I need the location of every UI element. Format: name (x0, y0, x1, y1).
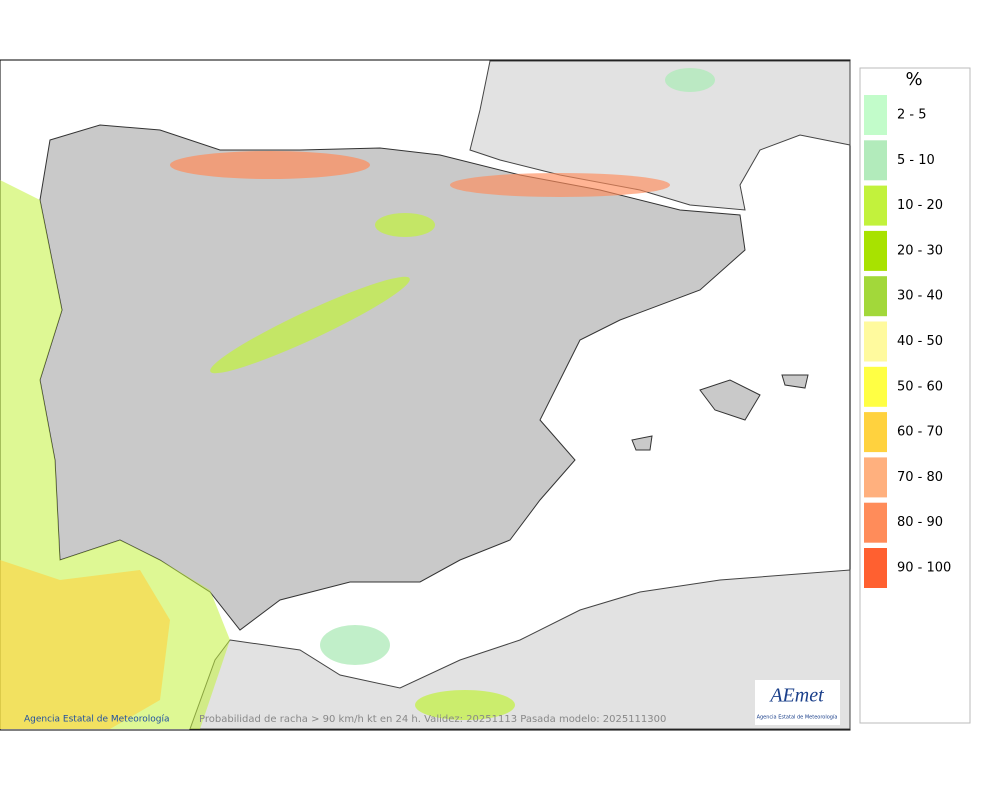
prob-africa (415, 690, 515, 720)
prob-southwest (0, 560, 170, 729)
ibiza (631, 435, 653, 451)
prob-iberico (375, 213, 435, 237)
legend-swatch (864, 366, 887, 407)
legend-label: 2 - 5 (897, 108, 927, 123)
mallorca (699, 379, 761, 421)
legend-label: 30 - 40 (897, 289, 943, 304)
prob-cantabria (170, 151, 370, 179)
logo-box (755, 680, 840, 725)
legend-swatch (864, 140, 887, 181)
map-credit: Agencia Estatal de Meteorología (24, 715, 170, 725)
map: Agencia Estatal de Meteorología Probabil… (0, 59, 851, 731)
legend-swatch (864, 276, 887, 317)
legend-label: 20 - 30 (897, 243, 943, 258)
legend-swatch (864, 230, 887, 271)
legend-swatch (864, 548, 887, 588)
legend-label: 50 - 60 (897, 379, 943, 394)
legend-swatch (864, 502, 887, 543)
legend-label: 5 - 10 (897, 153, 935, 168)
legend-label: 70 - 80 (897, 470, 943, 485)
map-caption: Probabilidad de racha > 90 km/h kt en 24… (199, 714, 666, 725)
legend-swatch (864, 185, 887, 226)
legend: % 2 - 5 5 - 10 10 - 20 20 - 30 30 - 40 40 - 5… (859, 67, 971, 724)
menorca (781, 374, 809, 389)
logo: AEmet Agencia Estatal de Meteorología (755, 680, 840, 725)
legend-swatch (864, 95, 887, 135)
legend-label: 90 - 100 (897, 561, 951, 576)
legend-label: 40 - 50 (897, 334, 943, 349)
legend-title: % (905, 69, 922, 90)
prob-central (210, 276, 410, 374)
legend-label: 10 - 20 (897, 198, 943, 213)
legend-label: 80 - 90 (897, 515, 943, 530)
prob-alboran (320, 625, 390, 665)
legend-label: 60 - 70 (897, 425, 943, 440)
legend-swatch (864, 412, 887, 453)
logo-name: AEmet (768, 685, 824, 707)
prob-france (665, 68, 715, 92)
legend-swatch (864, 457, 887, 498)
france (469, 60, 851, 211)
legend-swatch (864, 321, 887, 362)
prob-pyrenees (450, 173, 670, 197)
logo-subtitle: Agencia Estatal de Meteorología (757, 714, 838, 721)
africa (189, 569, 851, 730)
